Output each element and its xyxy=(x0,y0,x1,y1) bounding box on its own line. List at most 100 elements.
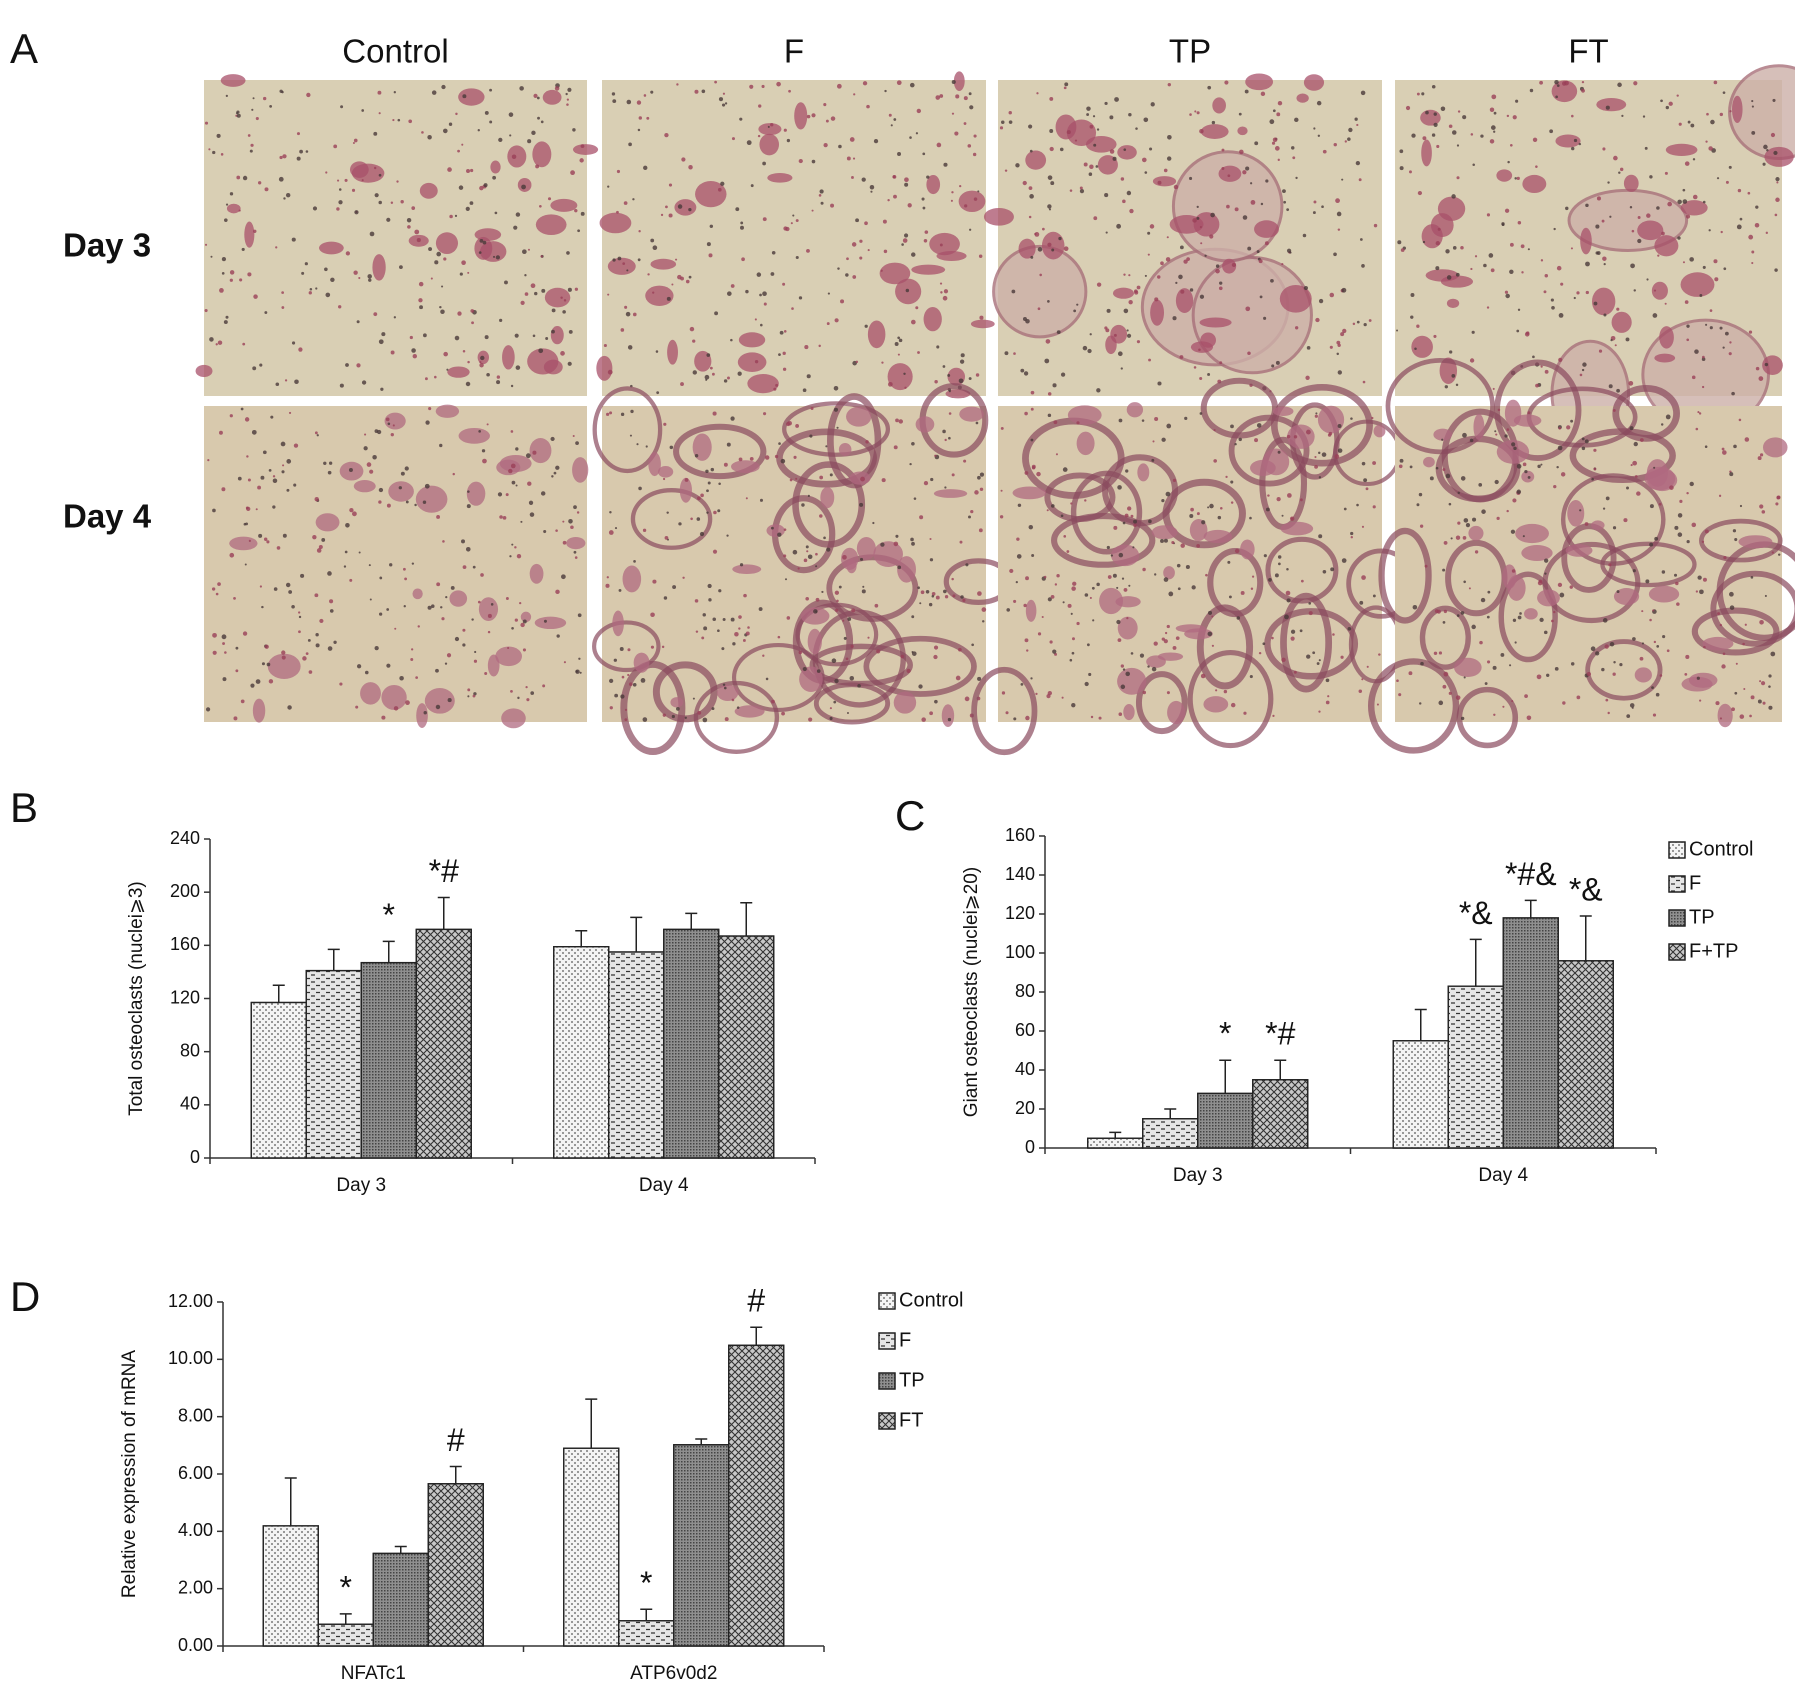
nucleus xyxy=(806,374,811,379)
cell xyxy=(1732,95,1743,124)
nucleus xyxy=(1355,161,1361,166)
nucleus xyxy=(807,554,813,560)
nucleus xyxy=(614,527,618,530)
nucleus xyxy=(511,480,516,485)
nucleus xyxy=(217,340,223,345)
nucleus xyxy=(798,158,803,164)
nucleus xyxy=(1738,418,1742,422)
nucleus xyxy=(791,307,794,310)
nucleus xyxy=(960,353,965,358)
nucleus xyxy=(1553,485,1557,489)
cell xyxy=(1279,285,1312,313)
nucleus xyxy=(1585,290,1589,295)
nucleus xyxy=(1739,217,1743,221)
nucleus xyxy=(855,218,859,223)
nucleus xyxy=(820,201,824,205)
nucleus xyxy=(835,608,839,612)
nucleus xyxy=(1049,640,1053,644)
nucleus xyxy=(522,648,527,652)
cell xyxy=(1623,174,1639,192)
nucleus xyxy=(374,193,379,198)
nucleus xyxy=(1637,216,1641,219)
legend-swatch-pattern xyxy=(878,1292,896,1310)
nucleus xyxy=(204,243,208,246)
nucleus xyxy=(1070,502,1073,505)
cell xyxy=(501,708,526,729)
nucleus xyxy=(1665,414,1671,420)
nucleus xyxy=(1418,492,1423,497)
cell-outline xyxy=(1498,571,1558,663)
error-bar xyxy=(382,940,395,963)
nucleus xyxy=(1244,89,1249,94)
nucleus xyxy=(637,128,641,132)
nucleus xyxy=(229,552,235,558)
nucleus xyxy=(1410,293,1415,298)
nucleus xyxy=(312,534,317,540)
nucleus xyxy=(1664,171,1668,175)
nucleus xyxy=(1653,640,1657,644)
cell xyxy=(1373,424,1386,438)
nucleus xyxy=(1281,657,1286,662)
cell-outline xyxy=(1710,570,1795,647)
nucleus xyxy=(294,379,299,385)
nucleus xyxy=(286,488,290,492)
nucleus xyxy=(1630,464,1633,467)
cell xyxy=(353,480,376,493)
nucleus xyxy=(1576,291,1580,295)
nucleus xyxy=(857,684,861,688)
nucleus xyxy=(392,424,395,427)
nucleus xyxy=(1306,429,1311,435)
cell xyxy=(1317,405,1345,434)
legend-swatch-pattern xyxy=(1668,943,1686,961)
nucleus xyxy=(830,203,835,208)
bar-pattern xyxy=(618,1620,675,1647)
bar-pattern xyxy=(372,1552,429,1647)
cell xyxy=(667,339,678,365)
nucleus xyxy=(358,276,361,280)
nucleus xyxy=(1071,637,1075,641)
cell xyxy=(1496,439,1530,464)
cell xyxy=(873,541,903,567)
nucleus xyxy=(435,668,439,673)
nucleus xyxy=(499,515,503,519)
error-bar xyxy=(1219,1059,1232,1094)
nucleus xyxy=(465,206,470,212)
y-tick-label: 4.00 xyxy=(178,1520,213,1540)
y-tick-label: 80 xyxy=(1015,981,1035,1001)
nucleus xyxy=(1462,115,1467,120)
nucleus xyxy=(1649,618,1652,622)
cell-outline xyxy=(1419,605,1471,670)
nucleus xyxy=(795,424,800,428)
nucleus xyxy=(664,132,669,138)
nucleus xyxy=(1211,644,1214,647)
nucleus xyxy=(305,652,309,656)
nucleus xyxy=(1318,534,1323,539)
nucleus xyxy=(827,292,830,295)
nucleus xyxy=(520,520,523,523)
cell xyxy=(1521,470,1535,483)
nucleus xyxy=(1025,576,1029,581)
nucleus xyxy=(1419,524,1424,528)
nucleus xyxy=(1151,666,1157,672)
y-tick-label: 12.00 xyxy=(168,1291,213,1311)
legend-swatch-pattern xyxy=(878,1372,896,1390)
cell xyxy=(1680,200,1708,216)
nucleus xyxy=(314,496,319,502)
cell xyxy=(897,556,916,583)
nucleus xyxy=(1354,117,1358,121)
nucleus xyxy=(895,418,899,423)
nucleus xyxy=(378,112,381,115)
nucleus xyxy=(777,635,781,639)
nucleus xyxy=(1058,236,1062,241)
nucleus xyxy=(1372,594,1376,598)
nucleus xyxy=(1322,149,1327,154)
nucleus xyxy=(1512,498,1517,503)
nucleus xyxy=(1768,705,1773,710)
nucleus xyxy=(962,598,966,602)
nucleus xyxy=(1751,105,1754,108)
nucleus xyxy=(535,164,540,169)
nucleus xyxy=(532,334,536,338)
nucleus xyxy=(1189,176,1193,180)
nucleus xyxy=(1419,702,1422,705)
nucleus xyxy=(959,540,963,544)
